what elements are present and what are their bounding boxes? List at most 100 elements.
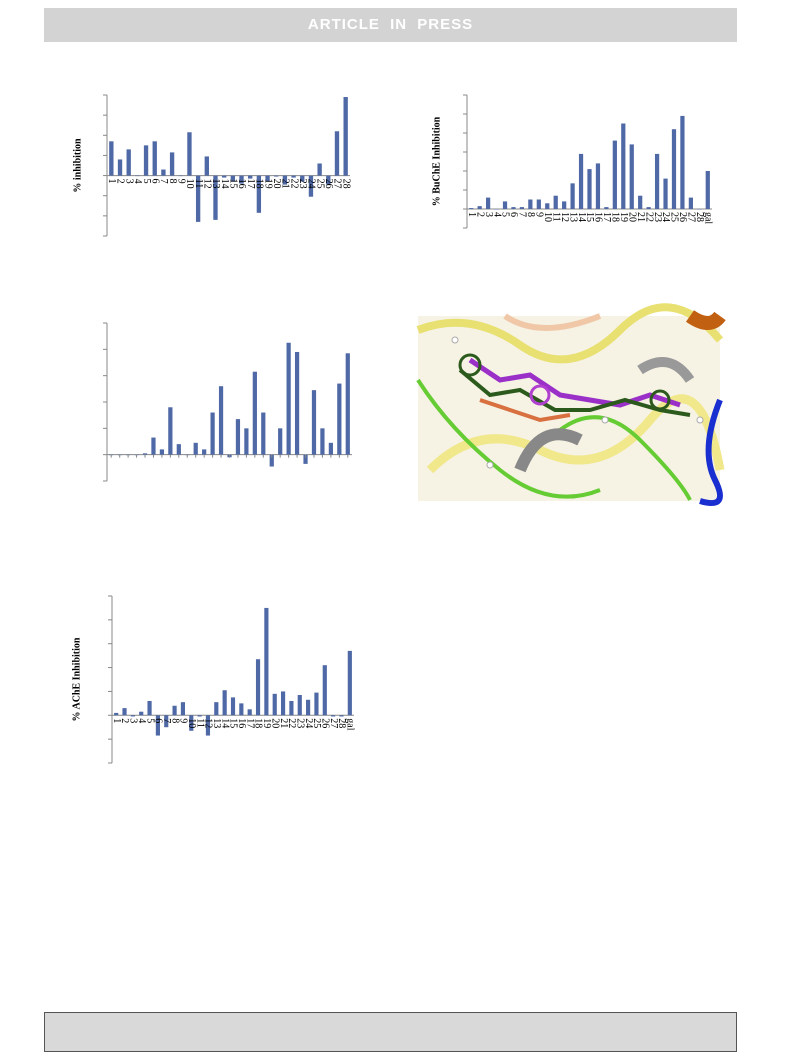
bar xyxy=(334,131,340,176)
x-tick-label: 18 xyxy=(610,212,621,222)
x-tick-label: 17 xyxy=(244,718,255,728)
bar xyxy=(230,175,236,182)
x-tick-label: 28 xyxy=(694,212,705,222)
x-tick-label: 27 xyxy=(686,212,697,222)
x-tick-label: 5 xyxy=(500,212,511,217)
bar xyxy=(130,715,135,717)
x-tick-label: 28 xyxy=(336,718,347,728)
bar xyxy=(671,129,677,209)
x-tick-label: 2 xyxy=(119,718,130,723)
bar xyxy=(255,659,261,716)
bar xyxy=(214,702,219,716)
bar xyxy=(494,209,499,210)
x-tick-label: 27 xyxy=(328,718,339,728)
x-tick-label: 17 xyxy=(601,212,612,222)
x-tick-label: 9 xyxy=(534,212,545,217)
x-tick-label: 15 xyxy=(584,212,595,222)
bar xyxy=(143,145,149,176)
bar xyxy=(347,650,352,716)
bar xyxy=(314,692,319,716)
x-tick-label: 14 xyxy=(219,179,230,189)
bar xyxy=(218,386,224,455)
bar xyxy=(303,454,308,464)
bar xyxy=(205,715,211,736)
x-tick-label: 7 xyxy=(517,212,528,217)
bar xyxy=(282,175,288,185)
bar xyxy=(328,442,333,455)
bar xyxy=(109,141,114,176)
bar xyxy=(638,195,643,209)
bar xyxy=(189,715,194,731)
bar xyxy=(654,153,660,209)
x-tick-label: 9 xyxy=(178,718,189,723)
bar xyxy=(562,201,567,209)
bar xyxy=(155,715,160,736)
bar xyxy=(122,708,127,716)
x-tick-label: 16 xyxy=(593,212,604,222)
bar xyxy=(697,209,702,210)
x-tick-label: 12 xyxy=(202,179,213,189)
x-tick-label: 5 xyxy=(144,718,155,723)
bar xyxy=(139,711,144,716)
bar xyxy=(595,163,601,209)
x-tick-label: 19 xyxy=(262,179,273,189)
x-tick-label: 7 xyxy=(158,179,169,184)
x-tick-label: 2 xyxy=(474,212,485,217)
bar xyxy=(578,153,584,209)
bar xyxy=(297,695,302,716)
x-tick-label: 28 xyxy=(340,179,351,189)
bar xyxy=(180,702,186,716)
x-tick-label: 3 xyxy=(483,212,494,217)
x-tick-label: 22 xyxy=(643,212,654,222)
bar xyxy=(202,449,207,455)
x-tick-label: 21 xyxy=(280,179,291,189)
x-tick-label: 15 xyxy=(228,718,239,728)
x-tick-label: 11 xyxy=(193,179,204,189)
bar xyxy=(274,175,279,177)
x-tick-label: 19 xyxy=(618,212,629,222)
x-tick-label: 11 xyxy=(194,718,205,728)
x-tick-label: 24 xyxy=(303,718,314,728)
bar xyxy=(621,123,626,209)
x-tick-label: 5 xyxy=(141,179,152,184)
x-tick-label: 13 xyxy=(211,718,222,728)
bar xyxy=(164,715,169,728)
bar xyxy=(553,195,558,209)
x-tick-label: 26 xyxy=(677,212,688,222)
x-tick-label: 26 xyxy=(319,718,330,728)
bar xyxy=(545,203,550,209)
x-tick-label: 3 xyxy=(128,718,139,723)
x-tick-label: 4 xyxy=(136,718,147,723)
bar xyxy=(230,697,236,716)
x-tick-label: 20 xyxy=(271,179,282,189)
bar xyxy=(213,175,218,220)
bar xyxy=(247,709,252,716)
bar xyxy=(244,428,249,455)
x-tick-label: 11 xyxy=(550,212,561,222)
x-tick-label: 12 xyxy=(203,718,214,728)
bar xyxy=(337,383,342,455)
bar xyxy=(256,175,262,213)
bar xyxy=(210,412,215,455)
bar xyxy=(343,97,348,176)
x-tick-label: 22 xyxy=(288,179,299,189)
x-tick-label: 22 xyxy=(286,718,297,728)
bar xyxy=(142,453,148,455)
x-tick-label: 6 xyxy=(508,212,519,217)
bar xyxy=(278,428,283,455)
bar xyxy=(705,171,710,209)
bar xyxy=(195,175,201,222)
bar xyxy=(264,607,269,716)
x-tick-label: 23 xyxy=(294,718,305,728)
bar xyxy=(320,428,325,455)
x-tick-label: 8 xyxy=(169,718,180,723)
bar xyxy=(294,351,300,455)
x-tick-label: 10 xyxy=(542,212,553,222)
bar xyxy=(486,197,491,209)
bar xyxy=(280,691,286,716)
x-tick-label: 6 xyxy=(153,718,164,723)
header: ARTICLE IN PRESS xyxy=(44,8,737,42)
bar xyxy=(261,412,266,455)
bar xyxy=(536,199,541,209)
bar xyxy=(680,115,685,209)
